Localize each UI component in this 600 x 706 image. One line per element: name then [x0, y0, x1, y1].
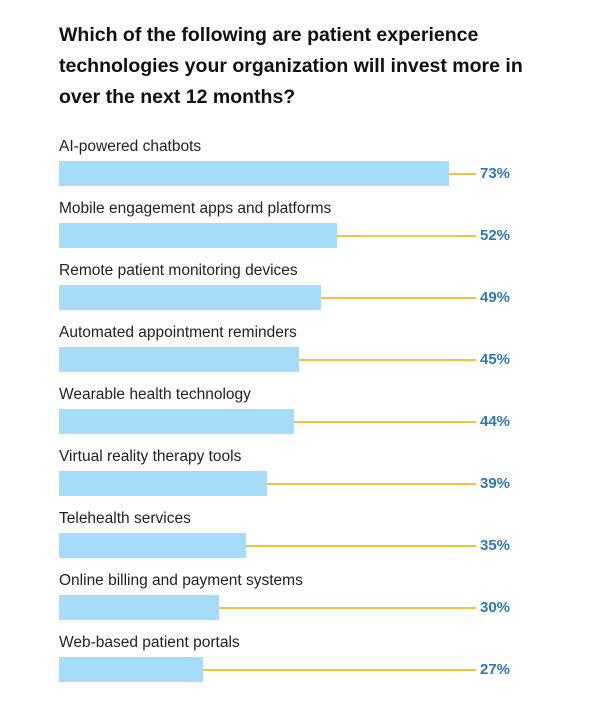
- connector-line: [449, 173, 476, 175]
- value-label: 44%: [480, 413, 511, 430]
- bar: [59, 409, 295, 434]
- value-label: 27%: [480, 661, 511, 678]
- bar: [59, 161, 449, 186]
- value-label: 73%: [480, 165, 511, 182]
- category-label: Virtual reality therapy tools: [59, 448, 242, 465]
- connector-line: [294, 421, 476, 423]
- connector-line: [336, 235, 476, 237]
- category-label: Mobile engagement apps and platforms: [59, 200, 332, 217]
- bar: [59, 657, 204, 682]
- bar: [59, 223, 337, 248]
- connector-line: [299, 359, 476, 361]
- category-label: Web-based patient portals: [59, 634, 240, 651]
- connector-line: [267, 483, 476, 485]
- connector-line: [320, 297, 476, 299]
- connector-line: [219, 607, 476, 609]
- bar: [59, 347, 300, 372]
- category-label: Remote patient monitoring devices: [59, 262, 298, 279]
- bar: [59, 533, 246, 558]
- bar: [59, 285, 321, 310]
- connector-line: [245, 545, 476, 547]
- value-label: 52%: [480, 227, 511, 244]
- category-label: Wearable health technology: [59, 386, 251, 403]
- category-label: AI-powered chatbots: [59, 138, 202, 155]
- chart-title: Which of the following are patient exper…: [59, 24, 523, 108]
- category-label: Telehealth services: [59, 510, 191, 527]
- category-label: Automated appointment reminders: [59, 324, 297, 341]
- category-label: Online billing and payment systems: [59, 572, 303, 589]
- value-label: 30%: [480, 599, 511, 616]
- bar: [59, 471, 268, 496]
- value-label: 45%: [480, 351, 511, 368]
- value-label: 39%: [480, 475, 511, 492]
- bar: [59, 595, 220, 620]
- value-label: 35%: [480, 537, 511, 554]
- connector-line: [203, 669, 476, 671]
- value-label: 49%: [480, 289, 511, 306]
